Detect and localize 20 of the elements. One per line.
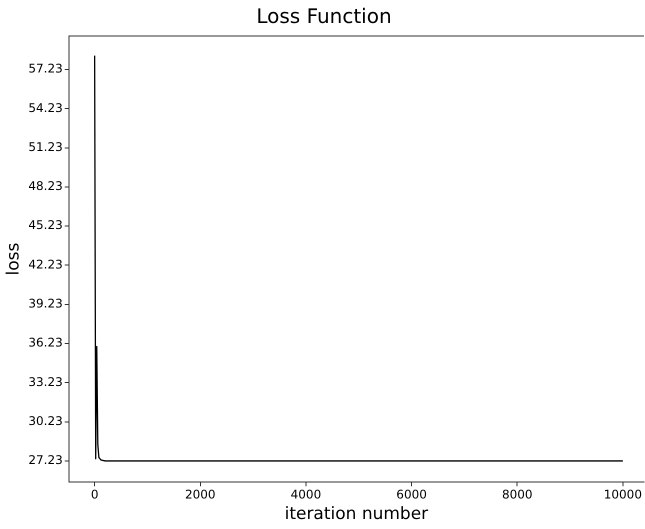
y-tick-label: 42.23 xyxy=(28,257,63,272)
x-tick-label: 10000 xyxy=(604,488,642,502)
x-tick-label: 4000 xyxy=(290,488,322,502)
x-tick-label: 8000 xyxy=(502,488,532,502)
y-tick-label: 30.23 xyxy=(28,414,63,428)
y-tick-label: 48.23 xyxy=(28,179,63,194)
y-tick-label: 39.23 xyxy=(28,296,63,310)
y-tick-label: 33.23 xyxy=(28,374,63,389)
y-tick-label: 45.23 xyxy=(28,218,63,232)
y-tick-label: 57.23 xyxy=(28,62,63,76)
y-tick-label: 51.23 xyxy=(28,140,63,154)
y-tick-label: 54.23 xyxy=(28,100,63,115)
y-tick-label: 27.23 xyxy=(28,453,63,468)
x-axis-title: iteration number xyxy=(284,504,428,524)
x-tick-label: 2000 xyxy=(185,488,216,502)
x-tick-label: 6000 xyxy=(396,488,427,502)
y-tick-label: 36.23 xyxy=(28,336,63,350)
y-axis-title: loss xyxy=(4,242,24,276)
x-tick-label: 0 xyxy=(90,488,98,502)
chart-title: Loss Function xyxy=(256,4,392,28)
